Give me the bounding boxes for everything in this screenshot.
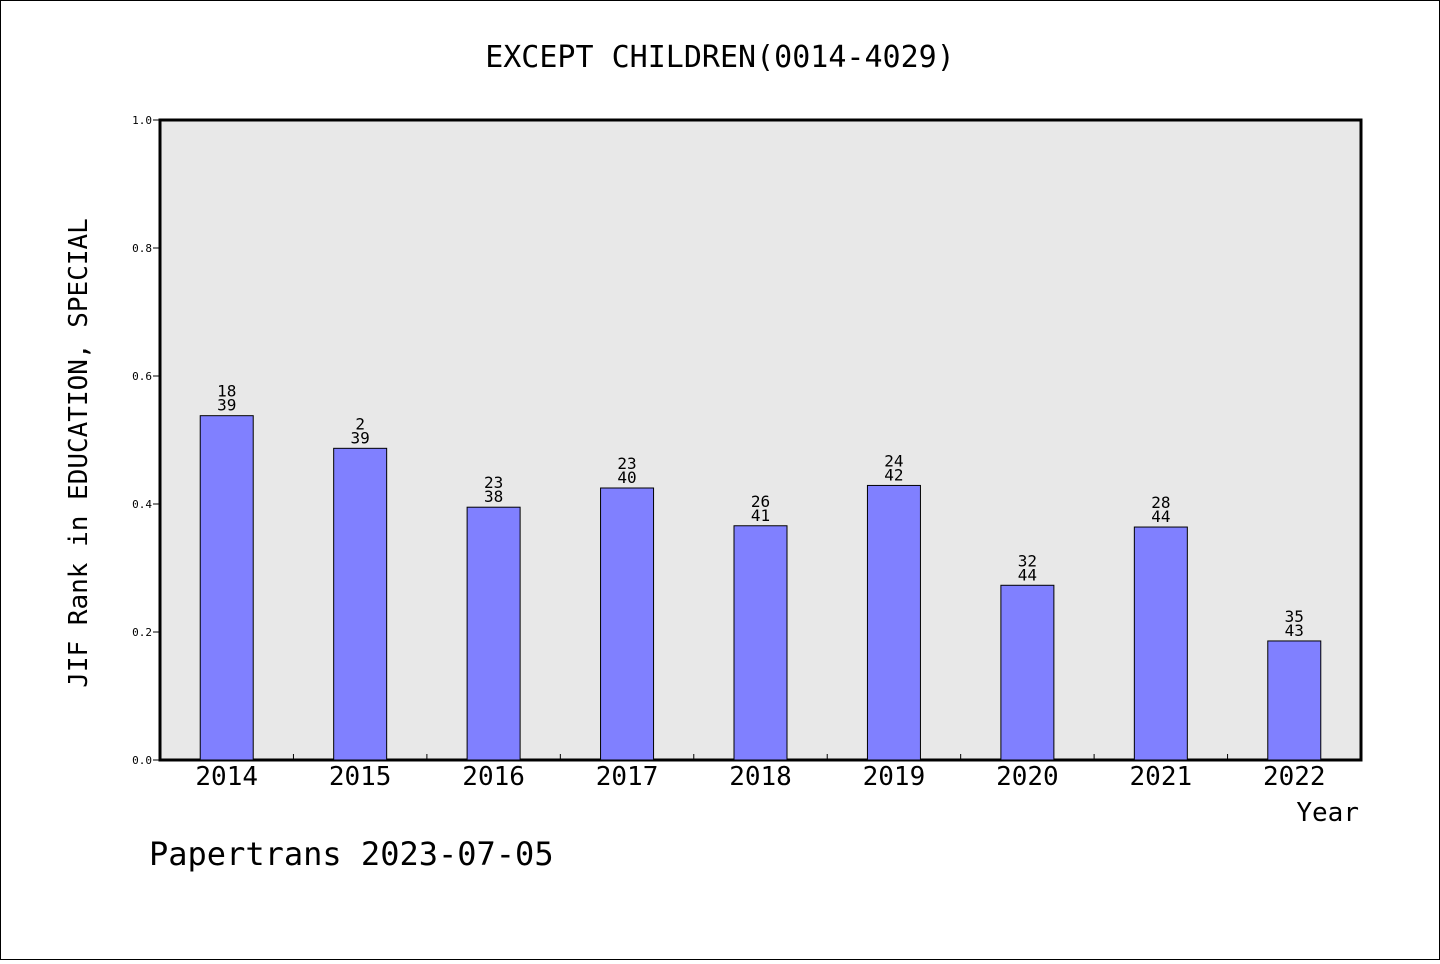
bar-label-total: 43 (1285, 621, 1304, 640)
bar-label-total: 38 (484, 487, 503, 506)
bar-label-rank: 28 (1151, 493, 1170, 512)
y-tick-label: 0.2 (132, 626, 152, 639)
x-axis-label: Year (1296, 798, 1359, 828)
y-axis-label: JIF Rank in EDUCATION, SPECIAL (64, 218, 94, 688)
footer-text: Papertrans 2023-07-05 (149, 835, 554, 873)
bar-label-rank: 26 (751, 492, 770, 511)
x-tick-label: 2016 (462, 762, 525, 792)
bar (333, 447, 388, 761)
bar-label-total: 40 (617, 468, 636, 487)
bar-label-rank: 32 (1018, 551, 1037, 570)
y-tick-label: 0.0 (132, 754, 152, 767)
x-tick-label: 2018 (729, 762, 792, 792)
bar-label-total: 39 (351, 428, 370, 447)
bar-label-rank: 23 (617, 454, 636, 473)
bar-label-total: 39 (217, 396, 236, 415)
y-tick-label: 0.8 (132, 242, 152, 255)
bar (1133, 526, 1188, 761)
x-tick-label: 2022 (1263, 762, 1326, 792)
x-tick-label: 2020 (996, 762, 1059, 792)
bar (1267, 640, 1322, 761)
bar-label-total: 41 (751, 506, 770, 525)
bar-label-rank: 2 (355, 414, 365, 433)
bar (466, 506, 521, 761)
y-tick-label: 0.6 (132, 370, 152, 383)
x-tick-label: 2015 (329, 762, 392, 792)
x-tick-label: 2021 (1130, 762, 1193, 792)
x-tick-label: 2019 (863, 762, 926, 792)
bar-label-total: 44 (1151, 507, 1170, 526)
x-tick-label: 2017 (596, 762, 659, 792)
x-axis: 2014 2015 2016 2017 2018 2019 2020 2021 2022 (195, 754, 1326, 792)
bar-label-rank: 35 (1285, 607, 1304, 626)
bar (1000, 584, 1055, 761)
bar (733, 525, 788, 761)
bar-label-rank: 23 (484, 473, 503, 492)
chart-title: EXCEPT CHILDREN(0014-4029) (485, 40, 955, 75)
bar (600, 487, 655, 761)
bar (866, 484, 921, 761)
y-tick-label: 1.0 (132, 114, 152, 127)
y-tick-label: 0.4 (132, 498, 152, 511)
bar-label-rank: 18 (217, 382, 236, 401)
bar-label-total: 44 (1018, 565, 1037, 584)
bar (199, 415, 254, 761)
bar-label-total: 42 (884, 465, 903, 484)
bar-label-rank: 24 (884, 451, 903, 470)
x-tick-label: 2014 (195, 762, 258, 792)
y-axis: 0.0 0.2 0.4 0.6 0.8 1.0 (132, 114, 160, 767)
